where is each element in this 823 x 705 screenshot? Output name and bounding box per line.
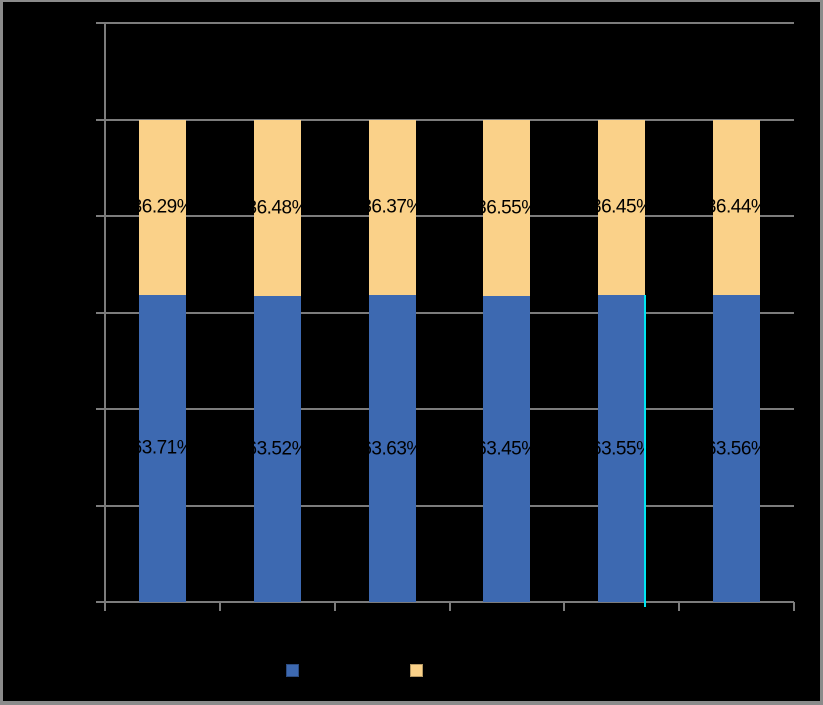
gridline <box>105 118 794 121</box>
x-axis-tick <box>104 602 106 611</box>
data-label: 36.37% <box>361 196 423 218</box>
bar-segment-tan[interactable] <box>138 119 186 295</box>
bar[interactable]: 63.71% 36.29% <box>132 23 194 602</box>
legend-item-blue[interactable] <box>286 664 306 677</box>
x-axis-tick <box>563 602 566 611</box>
y-axis-tick <box>96 408 105 411</box>
bar-segment-tan[interactable] <box>368 119 416 295</box>
x-axis-tick <box>218 602 221 611</box>
bar[interactable]: 63.52% 36.48% <box>247 23 308 602</box>
y-axis-tick <box>96 311 105 314</box>
bar-segment-blue[interactable] <box>713 295 761 602</box>
data-label: 36.45% <box>591 196 653 218</box>
bar[interactable]: 63.56% 36.44% <box>706 23 768 602</box>
bar[interactable]: 63.55% 36.45% <box>591 23 653 602</box>
data-label: 36.44% <box>705 196 768 218</box>
data-label: 63.63% <box>361 438 423 459</box>
y-axis-tick <box>96 215 105 218</box>
legend-item-tan[interactable] <box>410 664 430 677</box>
data-label: 36.29% <box>131 196 194 218</box>
gridline <box>105 215 794 218</box>
bar-segment-blue[interactable] <box>483 295 531 602</box>
bar[interactable]: 63.45% 36.55% <box>476 23 538 602</box>
bar-segment-blue[interactable] <box>138 294 186 602</box>
gridline <box>105 311 794 314</box>
gridline <box>105 22 794 24</box>
cursor-line <box>644 295 647 607</box>
bar-segment-tan[interactable] <box>483 119 531 296</box>
x-axis-tick <box>678 602 681 611</box>
gridline <box>105 408 794 411</box>
data-label: 36.55% <box>476 197 538 219</box>
bar-segment-blue[interactable] <box>368 295 416 602</box>
data-label: 63.71% <box>131 437 194 459</box>
gridline <box>105 504 794 507</box>
legend-swatch[interactable] <box>410 664 423 677</box>
bar-segment-blue[interactable] <box>598 295 646 602</box>
x-axis-tick <box>448 602 451 611</box>
x-axis-tick <box>793 602 795 611</box>
bar[interactable]: 63.63% 36.37% <box>361 23 423 602</box>
data-label: 63.45% <box>476 438 538 460</box>
y-axis-tick <box>96 118 105 121</box>
y-axis-tick <box>96 22 105 24</box>
x-axis-tick <box>333 602 336 611</box>
bar-segment-tan[interactable] <box>713 119 761 296</box>
bar-segment-blue[interactable] <box>253 295 301 602</box>
bar-segment-tan[interactable] <box>253 119 301 296</box>
legend-swatch[interactable] <box>286 664 299 677</box>
data-label: 63.56% <box>705 438 768 460</box>
data-label: 63.55% <box>591 438 653 460</box>
y-axis-tick <box>96 601 105 603</box>
data-label: 36.48% <box>246 197 309 219</box>
bar-segment-tan[interactable] <box>598 119 646 296</box>
y-axis-tick <box>96 504 105 507</box>
plot-area: 63.71% 36.29% 63.52% 36.48% 63.63% 36.37% 63.4… <box>96 22 795 611</box>
data-label: 63.52% <box>246 438 309 460</box>
